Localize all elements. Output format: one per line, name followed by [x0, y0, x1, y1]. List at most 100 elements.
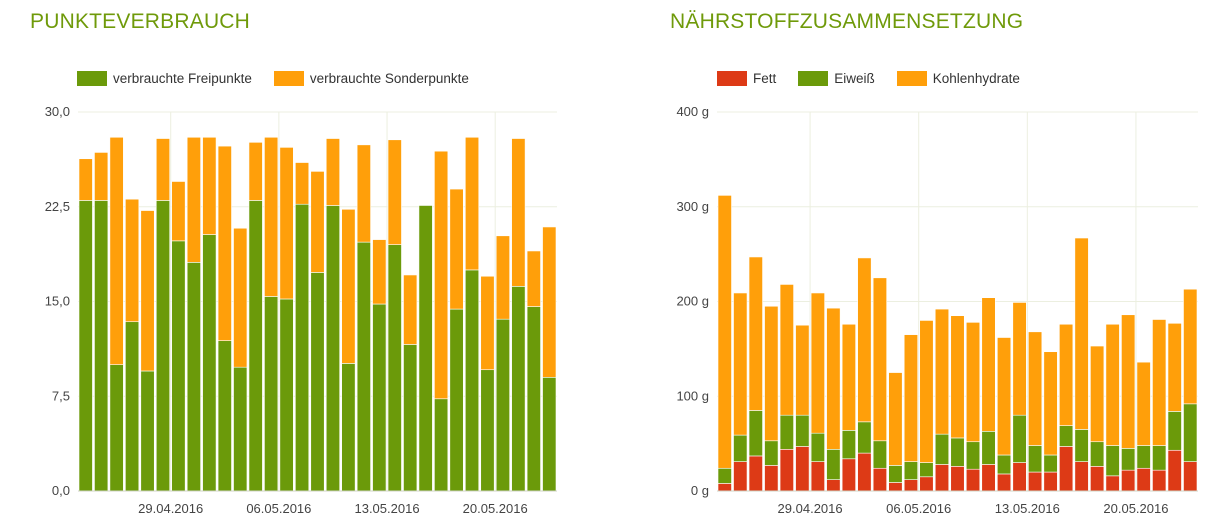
nutrient-bar-2-14[interactable]: [934, 308, 950, 435]
nutrient-bar-1-29[interactable]: [1167, 411, 1182, 451]
nutrient-bar-2-28[interactable]: [1152, 319, 1167, 446]
nutrient-bar-0-2[interactable]: [748, 455, 763, 492]
nutrient-bar-1-12[interactable]: [903, 461, 919, 480]
nutrient-bar-0-9[interactable]: [857, 452, 872, 492]
points-bar-1-3[interactable]: [125, 198, 140, 323]
nutrient-bar-2-30[interactable]: [1183, 288, 1198, 405]
points-bar-0-30[interactable]: [542, 376, 557, 492]
nutrient-bar-1-18[interactable]: [996, 454, 1012, 475]
points-bar-0-5[interactable]: [155, 200, 171, 492]
nutrient-bar-1-15[interactable]: [950, 437, 965, 467]
points-bar-0-0[interactable]: [78, 200, 93, 492]
nutrient-bar-2-19[interactable]: [1012, 302, 1027, 416]
nutrient-bar-0-21[interactable]: [1043, 471, 1058, 492]
points-bar-1-24[interactable]: [449, 188, 464, 310]
points-bar-0-24[interactable]: [449, 308, 464, 492]
points-bar-0-25[interactable]: [464, 269, 480, 492]
nutrient-bar-2-18[interactable]: [996, 337, 1012, 456]
points-bar-1-28[interactable]: [511, 138, 526, 287]
points-bar-1-23[interactable]: [434, 150, 449, 400]
legend-item-freipunkte[interactable]: verbrauchte Freipunkte: [77, 71, 252, 86]
nutrient-bar-1-0[interactable]: [717, 467, 732, 484]
nutrient-bar-0-29[interactable]: [1167, 449, 1182, 492]
nutrient-bar-2-3[interactable]: [764, 305, 779, 442]
nutrient-bar-0-12[interactable]: [903, 479, 919, 492]
points-bar-1-4[interactable]: [140, 210, 155, 372]
nutrient-bar-0-10[interactable]: [872, 467, 887, 492]
points-bar-1-0[interactable]: [78, 158, 93, 201]
legend-item-sonderpunkte[interactable]: verbrauchte Sonderpunkte: [273, 71, 469, 86]
nutrient-bar-0-20[interactable]: [1028, 471, 1043, 492]
points-bar-0-16[interactable]: [325, 205, 340, 492]
nutrient-bar-0-27[interactable]: [1136, 467, 1151, 492]
nutrient-bar-1-20[interactable]: [1028, 445, 1043, 473]
legend-item-fett[interactable]: Fett: [717, 71, 776, 86]
points-bar-0-10[interactable]: [233, 366, 248, 492]
points-bar-1-5[interactable]: [155, 138, 171, 201]
points-bar-0-17[interactable]: [341, 363, 356, 492]
nutrient-bar-1-19[interactable]: [1012, 414, 1027, 463]
nutrient-bar-2-29[interactable]: [1167, 322, 1182, 412]
points-bar-1-19[interactable]: [372, 239, 387, 305]
nutrient-bar-1-14[interactable]: [934, 433, 950, 465]
points-bar-1-9[interactable]: [217, 145, 232, 341]
nutrient-bar-0-18[interactable]: [996, 473, 1012, 492]
nutrient-bar-1-13[interactable]: [919, 462, 934, 478]
nutrient-bar-0-19[interactable]: [1012, 462, 1027, 492]
points-bar-0-19[interactable]: [372, 303, 387, 492]
nutrient-bar-1-24[interactable]: [1090, 441, 1105, 467]
nutrient-bar-2-0[interactable]: [717, 195, 732, 469]
points-bar-0-26[interactable]: [480, 369, 495, 492]
legend-item-eiweiss[interactable]: Eiweiß: [798, 71, 875, 86]
nutrient-bar-1-21[interactable]: [1043, 454, 1058, 473]
nutrient-bar-0-4[interactable]: [779, 449, 794, 492]
points-bar-0-1[interactable]: [94, 200, 109, 492]
nutrient-bar-0-26[interactable]: [1121, 469, 1136, 492]
nutrient-bar-2-16[interactable]: [965, 322, 981, 443]
nutrient-bar-1-16[interactable]: [965, 441, 981, 470]
points-bar-0-18[interactable]: [356, 241, 371, 492]
nutrient-bar-2-2[interactable]: [748, 256, 763, 411]
nutrient-bar-1-3[interactable]: [764, 440, 779, 466]
points-bar-1-11[interactable]: [248, 142, 263, 201]
nutrient-bar-0-5[interactable]: [795, 446, 810, 492]
nutrient-bar-2-8[interactable]: [841, 323, 856, 431]
nutrient-bar-1-5[interactable]: [795, 414, 810, 447]
points-bar-1-1[interactable]: [94, 152, 109, 201]
nutrient-bar-2-10[interactable]: [872, 277, 887, 442]
nutrient-bar-1-22[interactable]: [1059, 425, 1074, 447]
points-bar-0-29[interactable]: [526, 306, 541, 492]
nutrient-bar-1-17[interactable]: [981, 431, 996, 465]
nutrient-bar-1-30[interactable]: [1183, 403, 1198, 462]
nutrient-bar-1-7[interactable]: [826, 449, 841, 480]
nutrient-bar-2-22[interactable]: [1059, 323, 1074, 426]
points-bar-0-27[interactable]: [495, 318, 510, 492]
nutrient-bar-1-28[interactable]: [1152, 445, 1167, 471]
points-bar-1-8[interactable]: [202, 136, 217, 235]
nutrient-bar-0-25[interactable]: [1105, 475, 1120, 492]
points-bar-0-14[interactable]: [295, 203, 310, 492]
nutrient-bar-0-14[interactable]: [934, 464, 950, 492]
nutrient-bar-2-12[interactable]: [903, 334, 919, 462]
nutrient-bar-1-26[interactable]: [1121, 448, 1136, 471]
points-bar-1-17[interactable]: [341, 208, 356, 364]
nutrient-bar-2-20[interactable]: [1028, 331, 1043, 446]
nutrient-bar-0-16[interactable]: [965, 468, 981, 492]
nutrient-bar-0-11[interactable]: [888, 482, 903, 492]
nutrient-bar-2-13[interactable]: [919, 320, 934, 463]
nutrient-bar-0-6[interactable]: [810, 461, 825, 492]
points-bar-1-30[interactable]: [542, 226, 557, 378]
points-bar-1-10[interactable]: [233, 227, 248, 368]
nutrient-bar-0-13[interactable]: [919, 476, 934, 492]
nutrient-bar-0-3[interactable]: [764, 465, 779, 492]
points-bar-1-16[interactable]: [325, 138, 340, 206]
points-bar-0-8[interactable]: [202, 234, 217, 492]
points-bar-1-18[interactable]: [356, 144, 371, 243]
points-bar-0-12[interactable]: [264, 296, 279, 492]
nutrient-bar-2-27[interactable]: [1136, 361, 1151, 446]
nutrient-bar-1-4[interactable]: [779, 414, 794, 450]
nutrient-bar-0-17[interactable]: [981, 464, 996, 492]
nutrient-bar-0-22[interactable]: [1059, 446, 1074, 492]
points-bar-0-7[interactable]: [186, 262, 201, 492]
nutrient-bar-2-4[interactable]: [779, 284, 794, 416]
